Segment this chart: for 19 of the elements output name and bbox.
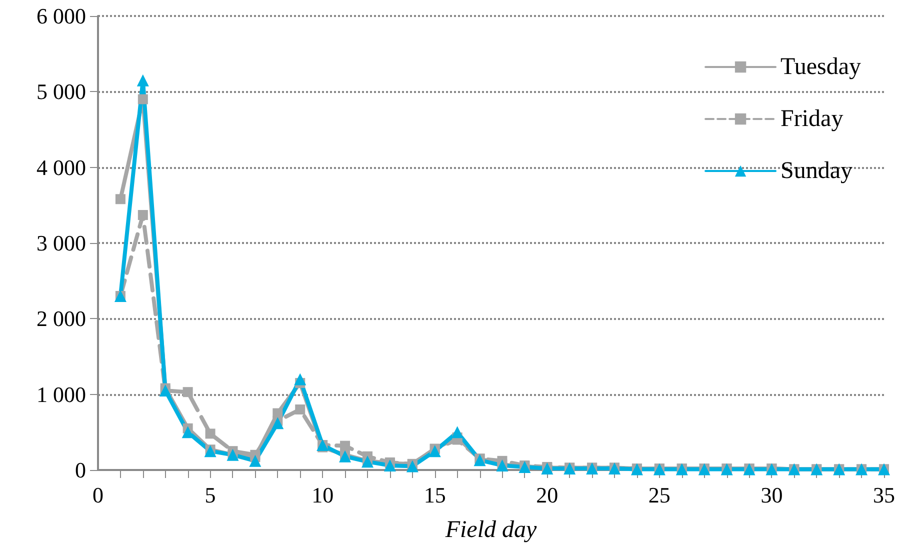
- legend-label: Tuesday: [780, 54, 862, 80]
- x-tick-label: 30: [760, 482, 783, 508]
- x-tick-label: 15: [424, 482, 446, 508]
- legend-label: Sunday: [780, 158, 853, 184]
- y-tick-label: 5 000: [36, 79, 86, 104]
- x-tick-label: 25: [648, 482, 670, 508]
- y-tick-label: 6 000: [36, 4, 86, 28]
- y-tick-label: 4 000: [36, 154, 86, 180]
- x-tick-label: 10: [312, 482, 334, 508]
- x-tick-label: 20: [536, 482, 558, 508]
- x-tick-label: 5: [204, 482, 216, 508]
- x-axis-title: Field day: [444, 517, 537, 543]
- x-tick-label: 0: [92, 482, 104, 508]
- y-tick-label: 3 000: [36, 230, 86, 256]
- y-tick-label: 1 000: [36, 382, 86, 407]
- x-tick-label: 35: [873, 482, 895, 508]
- legend-label: Friday: [780, 106, 844, 132]
- y-tick-label: 2 000: [36, 306, 86, 332]
- y-tick-label: 0: [75, 458, 86, 482]
